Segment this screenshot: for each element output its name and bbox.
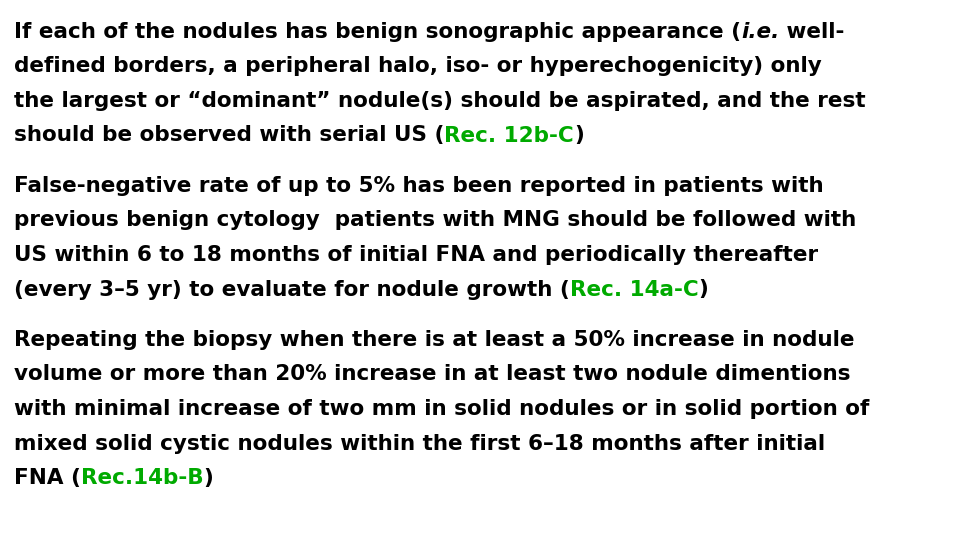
Text: should be observed with serial US (: should be observed with serial US (: [14, 125, 444, 145]
Text: If each of the nodules has benign sonographic appearance (: If each of the nodules has benign sonogr…: [14, 22, 741, 42]
Text: with minimal increase of two mm in solid nodules or in solid portion of: with minimal increase of two mm in solid…: [14, 399, 870, 419]
Text: False-negative rate of up to 5% has been reported in patients with: False-negative rate of up to 5% has been…: [14, 176, 824, 196]
Text: defined borders, a peripheral halo, iso- or hyperechogenicity) only: defined borders, a peripheral halo, iso-…: [14, 57, 822, 77]
Text: previous benign cytology  patients with MNG should be followed with: previous benign cytology patients with M…: [14, 211, 856, 231]
Text: Rec. 14a-C: Rec. 14a-C: [569, 280, 699, 300]
Text: ): ): [699, 280, 708, 300]
Text: Rec. 12b-C: Rec. 12b-C: [444, 125, 574, 145]
Text: ): ): [204, 468, 213, 488]
Text: well-: well-: [780, 22, 845, 42]
Text: volume or more than 20% increase in at least two nodule dimentions: volume or more than 20% increase in at l…: [14, 364, 851, 384]
Text: (every 3–5 yr) to evaluate for nodule growth (: (every 3–5 yr) to evaluate for nodule gr…: [14, 280, 569, 300]
Text: ): ): [574, 125, 584, 145]
Text: Repeating the biopsy when there is at least a 50% increase in nodule: Repeating the biopsy when there is at le…: [14, 330, 854, 350]
Text: i.e.: i.e.: [741, 22, 780, 42]
Text: US within 6 to 18 months of initial FNA and periodically thereafter: US within 6 to 18 months of initial FNA …: [14, 245, 818, 265]
Text: FNA (: FNA (: [14, 468, 81, 488]
Text: mixed solid cystic nodules within the first 6–18 months after initial: mixed solid cystic nodules within the fi…: [14, 434, 826, 454]
Text: the largest or “dominant” nodule(s) should be aspirated, and the rest: the largest or “dominant” nodule(s) shou…: [14, 91, 866, 111]
Text: Rec.14b-B: Rec.14b-B: [81, 468, 204, 488]
